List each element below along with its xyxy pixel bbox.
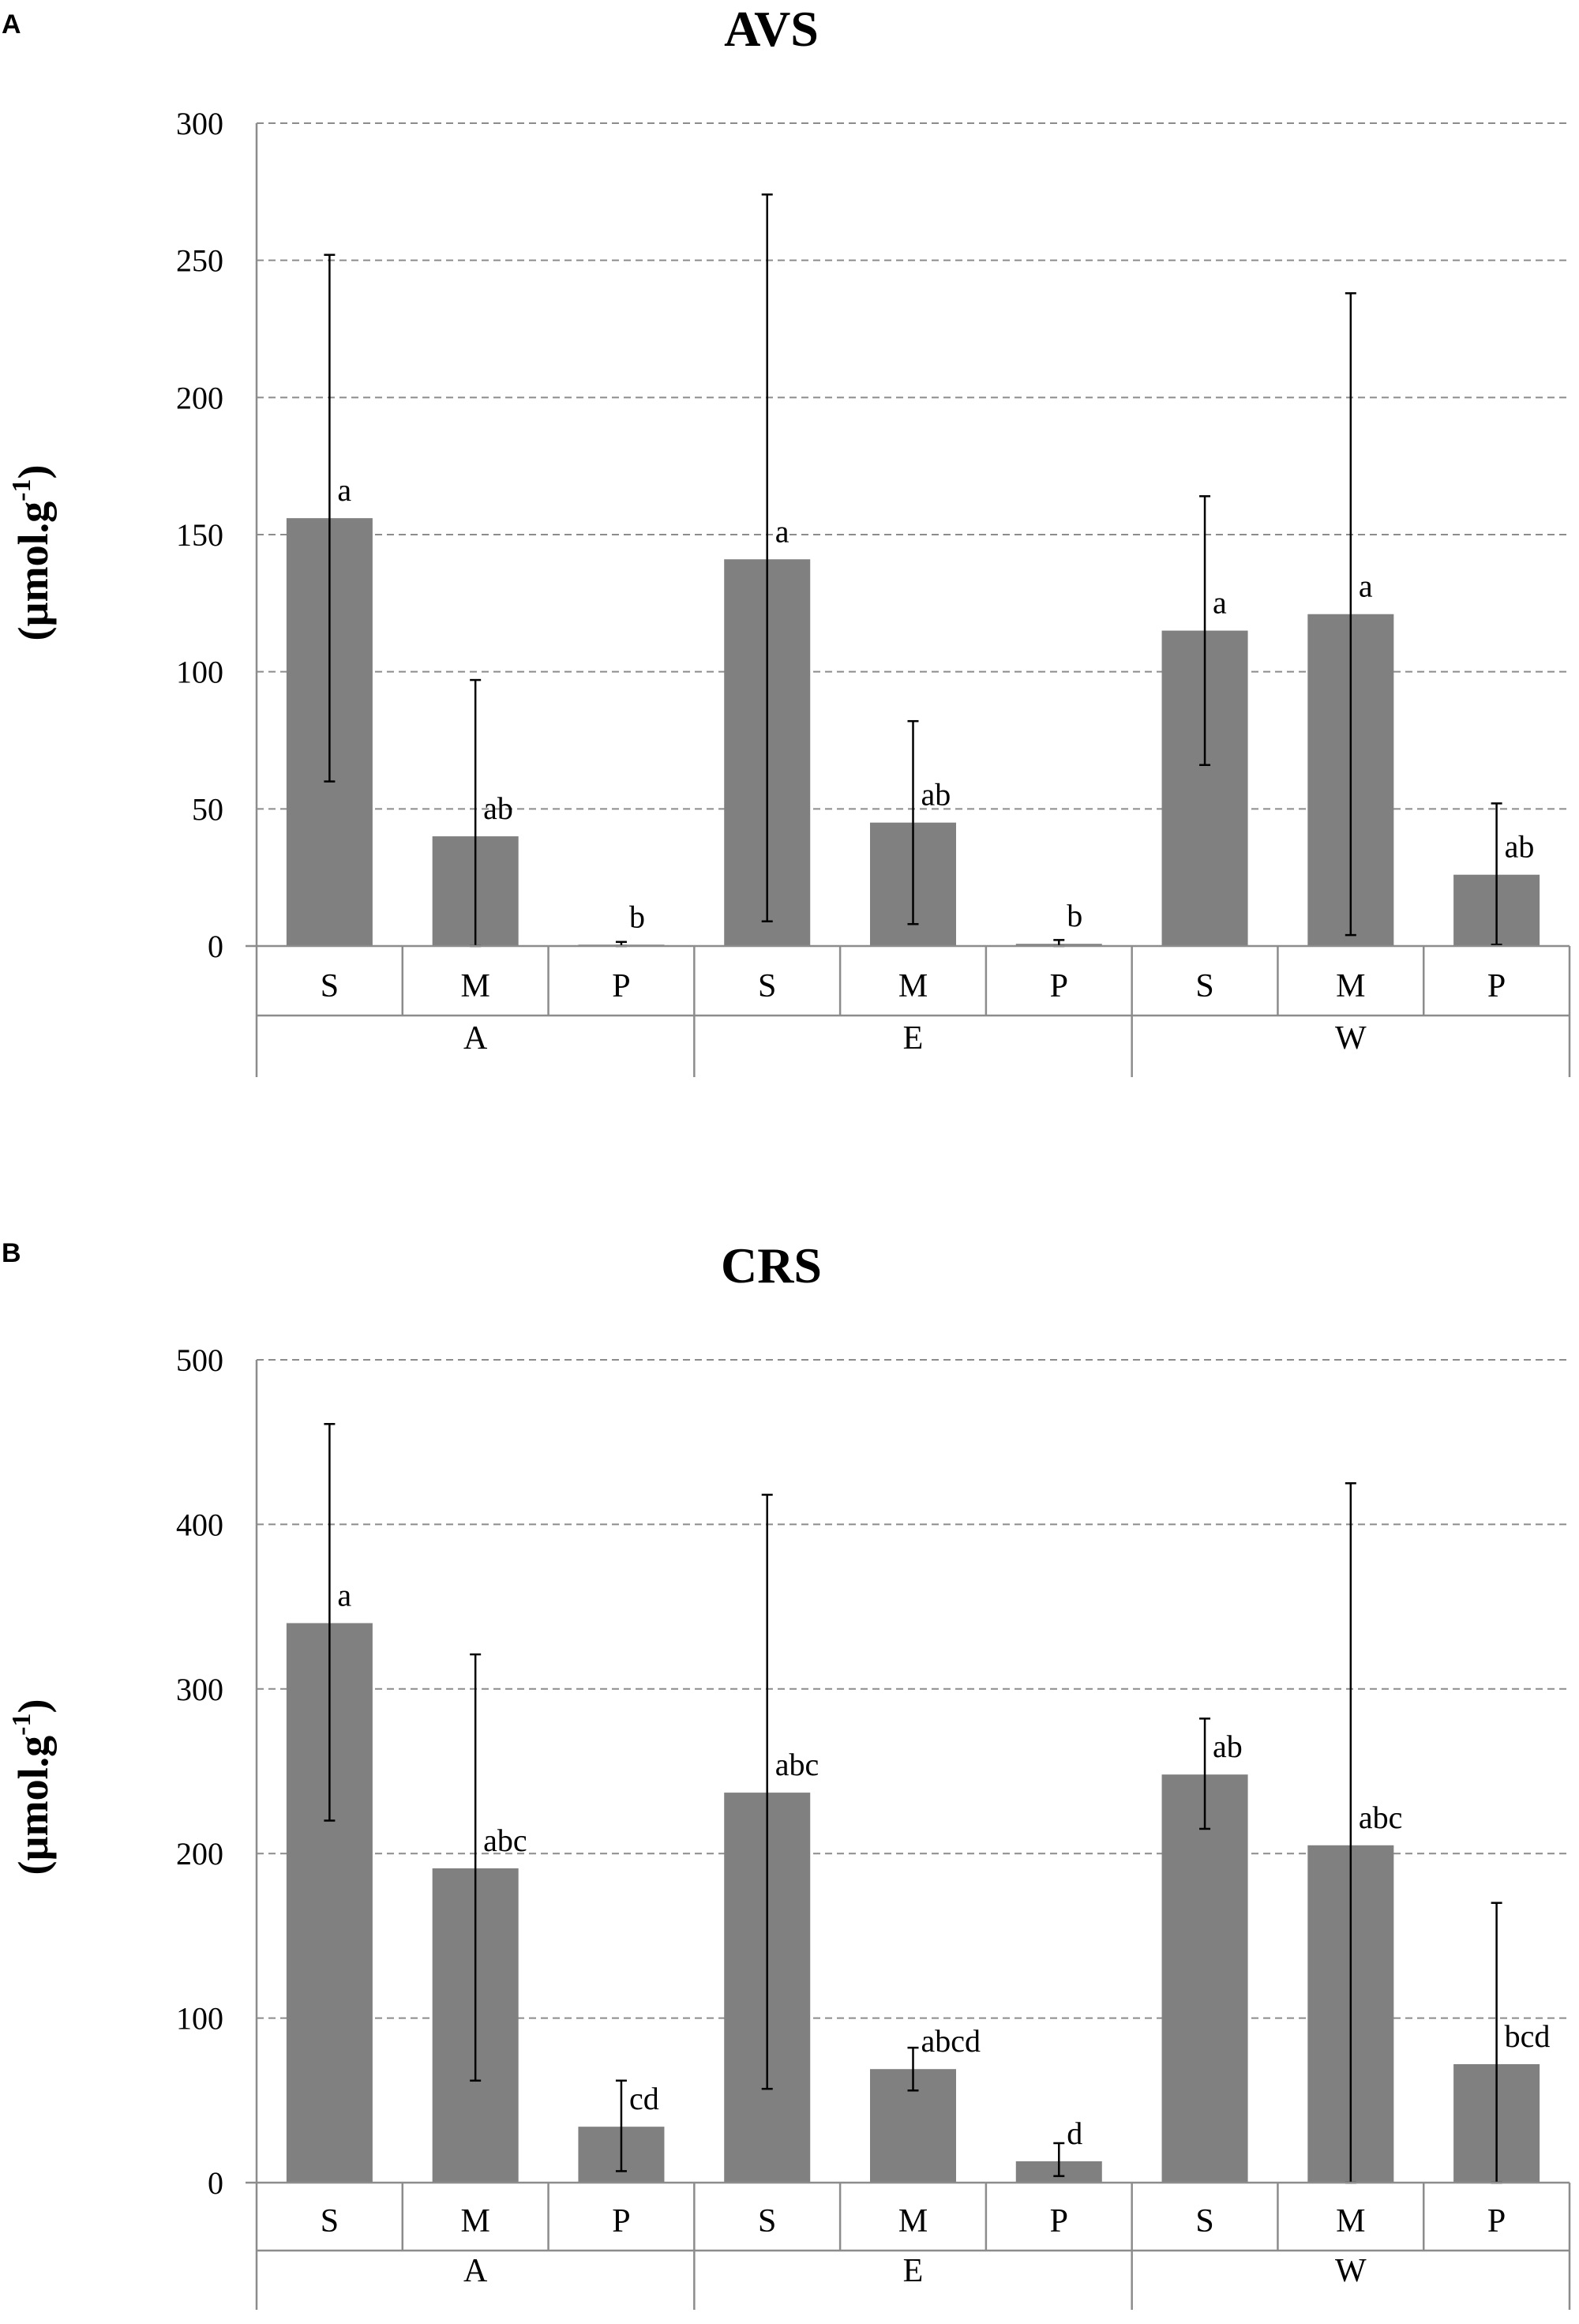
significance-label: ab xyxy=(921,777,951,813)
panel-a: A AVS (µmol.g-1) 050100150200250300aSabM… xyxy=(2,1,1571,1077)
panel-letter-a: A xyxy=(2,9,21,39)
y-tick-label: 0 xyxy=(208,929,223,964)
group-label: A xyxy=(463,1020,488,1057)
y-tick-label: 250 xyxy=(176,243,223,279)
category-label: M xyxy=(1336,2203,1365,2240)
significance-label: ab xyxy=(1213,1729,1243,1764)
significance-label: a xyxy=(337,1577,351,1613)
labels-avs: 050100150200250300aSabMbPaSabMbPaSaMabPA… xyxy=(176,106,1534,1057)
category-label: P xyxy=(612,968,630,1004)
significance-label: a xyxy=(1213,585,1227,621)
y-tick-label: 50 xyxy=(192,791,223,827)
chart-title-crs: CRS xyxy=(721,1237,822,1293)
category-label: M xyxy=(898,968,928,1004)
group-label: W xyxy=(1335,1020,1367,1057)
category-label: M xyxy=(460,968,489,1004)
significance-label: bcd xyxy=(1505,2018,1551,2054)
y-tick-label: 200 xyxy=(176,1836,223,1872)
category-label: S xyxy=(321,968,339,1004)
significance-label: ab xyxy=(483,790,513,826)
significance-label: a xyxy=(775,513,790,549)
significance-label: abc xyxy=(1359,1800,1403,1835)
category-label: M xyxy=(898,2203,928,2240)
chart-title-avs: AVS xyxy=(724,1,819,57)
y-tick-label: 300 xyxy=(176,106,223,141)
category-label: P xyxy=(1050,2203,1068,2240)
y-tick-label: 200 xyxy=(176,380,223,415)
category-label: P xyxy=(1487,2203,1506,2240)
group-label: E xyxy=(903,2253,924,2289)
axes-crs xyxy=(246,1360,1571,2310)
category-label: M xyxy=(460,2203,489,2240)
significance-label: abc xyxy=(775,1747,820,1782)
y-tick-label: 500 xyxy=(176,1342,223,1378)
y-tick-label: 300 xyxy=(176,1672,223,1707)
y-tick-label: 400 xyxy=(176,1507,223,1542)
significance-label: d xyxy=(1067,2116,1082,2151)
y-tick-label: 100 xyxy=(176,655,223,690)
y-tick-label: 150 xyxy=(176,517,223,553)
significance-label: abc xyxy=(483,1823,527,1858)
significance-label: b xyxy=(629,899,645,934)
group-label: W xyxy=(1335,2253,1367,2289)
significance-label: abcd xyxy=(921,2023,981,2059)
significance-label: b xyxy=(1067,898,1082,933)
category-label: S xyxy=(1195,2203,1213,2240)
bar xyxy=(1161,1774,1248,2183)
group-label: E xyxy=(903,1020,924,1057)
significance-label: cd xyxy=(629,2081,659,2116)
category-label: S xyxy=(1195,968,1213,1004)
group-label: A xyxy=(463,2253,488,2289)
category-label: S xyxy=(758,2203,776,2240)
category-label: S xyxy=(758,968,776,1004)
category-label: P xyxy=(1050,968,1068,1004)
category-label: P xyxy=(1487,968,1506,1004)
y-axis-label-crs: (µmol.g-1) xyxy=(7,1699,57,1875)
y-tick-label: 100 xyxy=(176,2001,223,2037)
significance-label: a xyxy=(1359,569,1373,604)
category-label: M xyxy=(1336,968,1365,1004)
significance-label: ab xyxy=(1505,829,1535,865)
category-label: S xyxy=(321,2203,339,2240)
y-tick-label: 0 xyxy=(208,2165,223,2201)
axes-avs xyxy=(246,123,1571,1077)
bars-crs xyxy=(286,1423,1540,2184)
bars-avs xyxy=(286,193,1540,948)
panel-letter-b: B xyxy=(2,1238,21,1268)
category-label: P xyxy=(612,2203,630,2240)
significance-label: a xyxy=(337,472,351,508)
y-axis-label-avs: (µmol.g-1) xyxy=(7,465,57,641)
